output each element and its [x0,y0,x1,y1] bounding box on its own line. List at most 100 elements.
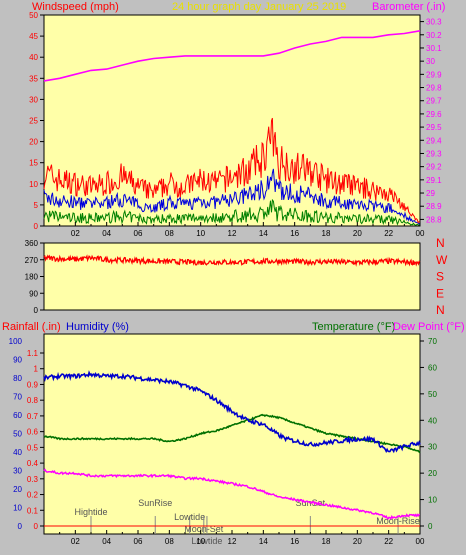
x-tick-label: 18 [322,229,331,238]
rainfall-tick-label: 0.8 [27,396,39,405]
x-tick-label: 02 [71,229,80,238]
humidity-line [43,370,421,454]
windspeed-axis-label: Windspeed (mph) [32,1,119,13]
windspeed-tick-label: 45 [29,32,38,41]
x-tick-label: 16 [290,229,299,238]
windspeed-tick-label: 40 [29,53,38,62]
event-label: Lowtide [174,512,205,522]
barometer-tick-label: 30.3 [426,18,442,27]
rainfall-tick-label: 0.9 [27,380,39,389]
humidity-tick-label: 70 [13,393,22,402]
barometer-tick-label: 29.1 [426,176,442,185]
humidity-tick-label: 90 [13,356,22,365]
humidity-tick-label: 0 [18,522,23,531]
barometer-tick-label: 29.3 [426,149,442,158]
compass-letter: N [436,303,445,317]
x-tick-label: 02 [71,537,80,546]
windspeed-tick-label: 15 [29,159,38,168]
humidity-ticks: 0 10 20 30 40 50 60 70 80 90 100 [9,337,23,531]
humidity-axis-label: Humidity (%) [66,321,129,333]
barometer-tick-label: 29.7 [426,97,442,106]
barometer-ticks: 28.8 28.9 29 29.1 29.2 29.3 29.4 29.5 29.6 29.7 29… [420,18,442,224]
humidity-tick-label: 20 [13,485,22,494]
temperature-tick-label: 10 [428,496,437,505]
direction-tick-label: 0 [34,306,39,315]
climate-x-ticks: 02 04 06 08 10 12 14 16 18 20 22 00 [59,530,425,546]
rainfall-tick-label: 0.4 [27,459,39,468]
rainfall-tick-label: 0.2 [27,491,39,500]
event-label: Lowtide [191,536,222,546]
x-tick-label: 18 [322,537,331,546]
climate-plot-area [43,333,421,535]
barometer-axis-label: Barometer (.in) [372,1,445,13]
x-tick-label: 00 [416,537,425,546]
barometer-tick-label: 29.6 [426,110,442,119]
x-tick-label: 00 [416,229,425,238]
barometer-tick-label: 29.8 [426,84,442,93]
x-tick-label: 22 [384,537,393,546]
x-tick-label: 20 [353,537,362,546]
x-tick-label: 04 [102,537,111,546]
wind-avg-line [43,168,421,225]
x-tick-label: 06 [134,229,143,238]
rainfall-axis-label: Rainfall (.in) [2,321,61,333]
wind-direction-line [43,254,421,267]
windspeed-tick-label: 50 [29,11,38,20]
x-tick-label: 12 [228,537,237,546]
barometer-tick-label: 29.9 [426,70,442,79]
temperature-tick-label: 30 [428,443,437,452]
temperature-tick-label: 20 [428,469,437,478]
windspeed-tick-label: 35 [29,74,38,83]
x-tick-label: 12 [228,229,237,238]
windspeed-tick-label: 25 [29,117,38,126]
x-tick-label: 08 [165,229,174,238]
temperature-ticks: 0 10 20 30 40 50 60 70 [420,337,437,531]
windspeed-tick-label: 30 [29,95,38,104]
compass-letter: W [436,253,448,267]
rainfall-tick-label: 0.5 [27,443,39,452]
wind-series [43,30,421,226]
chart-title: 24 hour graph day January 25 2019 [172,1,346,13]
dewpoint-axis-label: Dew Point (°F) [393,321,465,333]
x-tick-label: 14 [259,229,268,238]
windspeed-tick-label: 5 [34,201,39,210]
event-label: SunRise [138,498,172,508]
compass-letter: S [436,270,444,284]
rainfall-tick-label: 0.6 [27,428,39,437]
humidity-tick-label: 80 [13,374,22,383]
temperature-tick-label: 60 [428,363,437,372]
rainfall-tick-label: 0.7 [27,412,39,421]
x-tick-label: 08 [165,537,174,546]
direction-tick-label: 90 [29,289,38,298]
barometer-tick-label: 28.8 [426,215,442,224]
compass-letter: E [436,286,444,300]
event-label: Moon-Set [184,524,224,534]
direction-tick-label: 270 [25,256,39,265]
x-tick-label: 22 [384,229,393,238]
barometer-tick-label: 30.1 [426,44,442,53]
barometer-tick-label: 30 [426,57,435,66]
direction-ticks: 360 270 180 90 0 [25,239,44,315]
direction-plot-area [43,242,421,311]
barometer-tick-label: 29.2 [426,163,442,172]
rainfall-tick-label: 1 [34,365,39,374]
humidity-tick-label: 60 [13,411,22,420]
barometer-tick-label: 28.9 [426,202,442,211]
temperature-tick-label: 50 [428,390,437,399]
x-tick-label: 14 [259,537,268,546]
humidity-tick-label: 50 [13,430,22,439]
wind-plot-area [43,14,421,227]
x-tick-label: 04 [102,229,111,238]
temperature-tick-label: 70 [428,337,437,346]
temperature-tick-label: 0 [428,522,433,531]
compass-letter: N [436,236,445,250]
event-label: Hightide [74,507,107,517]
barometer-tick-label: 29.4 [426,136,442,145]
humidity-tick-label: 100 [9,337,23,346]
direction-tick-label: 360 [25,239,39,248]
x-tick-label: 10 [196,229,205,238]
windspeed-ticks: 0 5 10 15 20 25 30 35 40 45 50 [29,11,44,231]
humidity-tick-label: 30 [13,467,22,476]
